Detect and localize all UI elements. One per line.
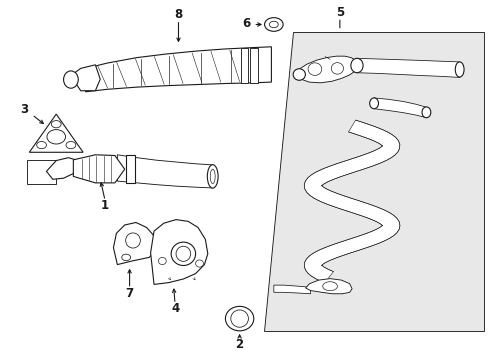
Ellipse shape (158, 257, 166, 265)
Text: 2: 2 (235, 338, 243, 351)
Text: 6: 6 (242, 17, 249, 30)
Polygon shape (273, 285, 310, 294)
Ellipse shape (176, 246, 190, 261)
Polygon shape (150, 220, 207, 284)
FancyBboxPatch shape (250, 48, 258, 83)
Text: 1: 1 (101, 199, 109, 212)
Ellipse shape (307, 63, 321, 76)
Ellipse shape (330, 63, 343, 74)
Ellipse shape (207, 165, 218, 188)
Ellipse shape (269, 21, 278, 28)
Ellipse shape (350, 58, 362, 73)
Ellipse shape (63, 71, 78, 88)
Ellipse shape (369, 98, 378, 109)
Polygon shape (46, 158, 77, 179)
Ellipse shape (125, 233, 140, 248)
Ellipse shape (171, 242, 195, 266)
Ellipse shape (37, 141, 46, 149)
Polygon shape (29, 114, 83, 152)
Ellipse shape (225, 306, 253, 331)
Polygon shape (73, 155, 124, 183)
Ellipse shape (122, 254, 130, 261)
FancyBboxPatch shape (240, 48, 248, 83)
Polygon shape (85, 47, 271, 92)
Text: 7: 7 (125, 287, 133, 300)
Polygon shape (71, 65, 100, 91)
Polygon shape (264, 32, 483, 331)
Polygon shape (113, 222, 157, 265)
Text: 4: 4 (172, 302, 180, 315)
Ellipse shape (51, 121, 61, 128)
Ellipse shape (66, 141, 76, 149)
Ellipse shape (454, 62, 463, 77)
Polygon shape (117, 155, 212, 188)
Polygon shape (304, 120, 399, 283)
Text: 8: 8 (174, 8, 182, 21)
Polygon shape (295, 56, 357, 83)
Polygon shape (356, 58, 459, 77)
Text: 3: 3 (20, 103, 28, 116)
Text: 5: 5 (335, 6, 343, 19)
FancyBboxPatch shape (125, 155, 135, 183)
Ellipse shape (47, 130, 65, 144)
Ellipse shape (195, 260, 203, 267)
Ellipse shape (322, 282, 337, 291)
Polygon shape (27, 160, 56, 184)
Ellipse shape (421, 107, 430, 118)
Ellipse shape (230, 310, 248, 327)
Polygon shape (305, 279, 351, 294)
Ellipse shape (264, 18, 283, 31)
Ellipse shape (292, 69, 305, 80)
Ellipse shape (210, 169, 215, 184)
Polygon shape (373, 98, 426, 118)
